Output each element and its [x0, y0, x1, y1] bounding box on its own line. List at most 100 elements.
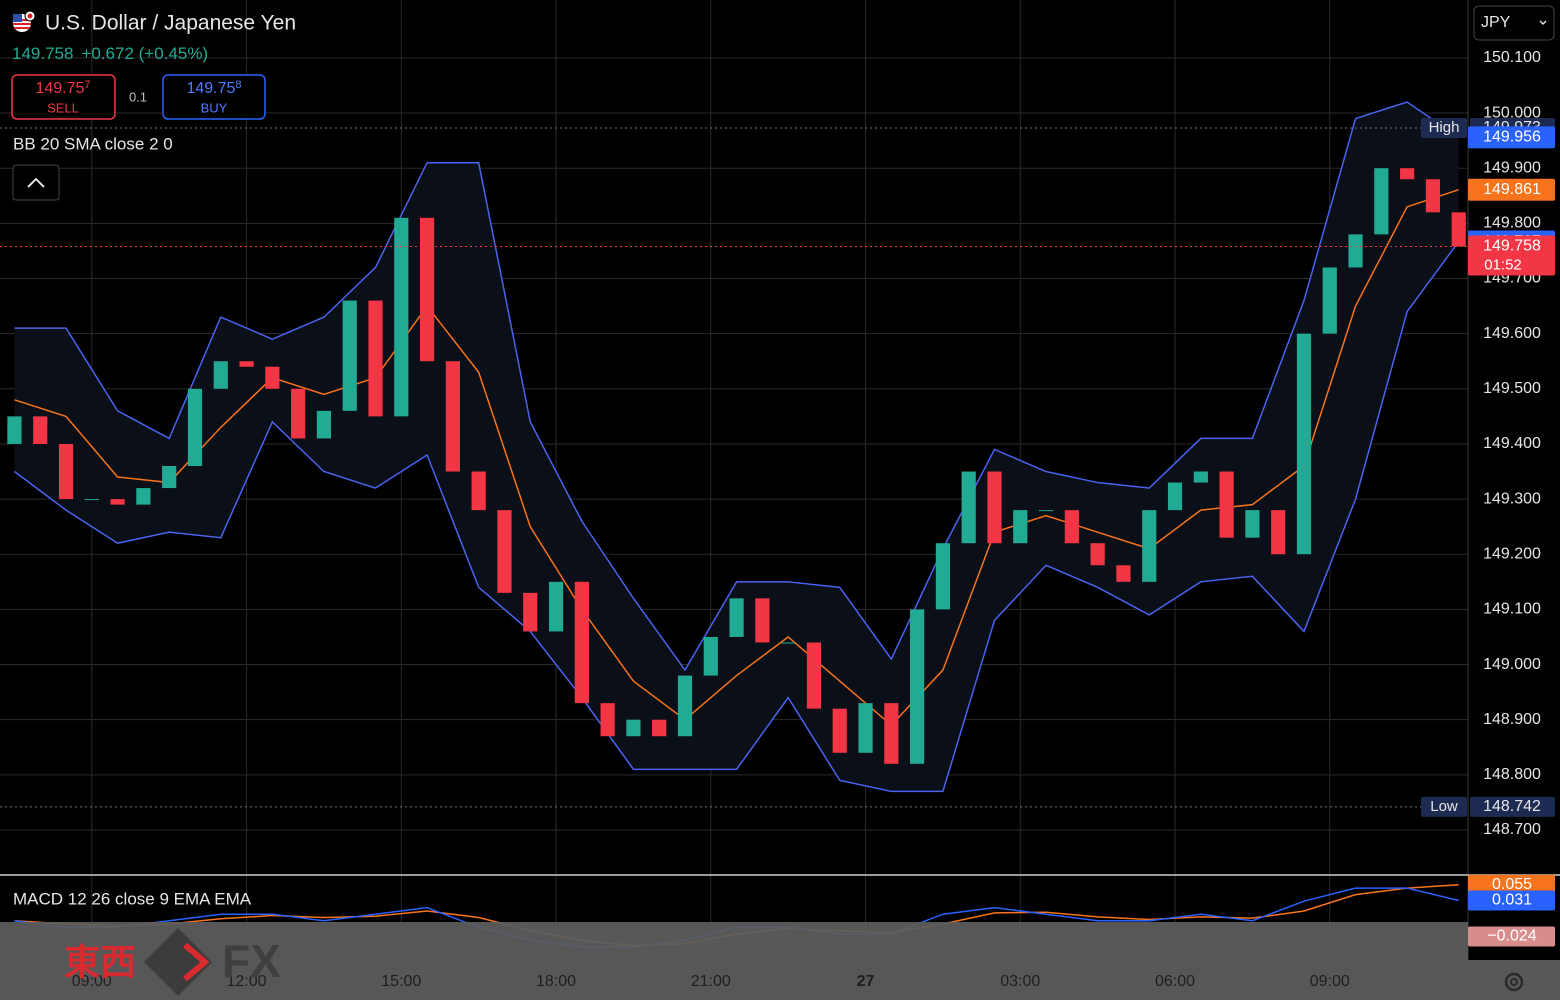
price-label-bg [1468, 235, 1555, 276]
sell-label[interactable]: SELL [47, 100, 79, 115]
candle [961, 471, 976, 544]
candle-body [1013, 510, 1028, 544]
candle [1167, 482, 1183, 511]
high-tag: High [1429, 119, 1460, 136]
candle [858, 703, 873, 753]
y-tick-label: 149.600 [1483, 325, 1541, 342]
y-tick-label: 149.500 [1483, 380, 1541, 397]
bb-indicator-label[interactable]: BB 20 SMA close 2 0 [13, 134, 173, 153]
band-fill [14, 102, 1459, 792]
candle-body [910, 609, 925, 764]
buy-price[interactable]: 149.758 [186, 79, 241, 97]
candle-body [471, 471, 486, 511]
y-tick-label: 149.300 [1483, 490, 1541, 507]
countdown: 01:52 [1484, 256, 1522, 273]
sell-button[interactable] [11, 74, 116, 120]
candle-body [884, 703, 899, 764]
collapse-button[interactable] [12, 164, 60, 201]
candle [1038, 510, 1054, 512]
candle [58, 443, 74, 500]
candle [677, 675, 693, 737]
y-tick-label: 150.100 [1483, 49, 1541, 66]
currency-dropdown[interactable] [1473, 5, 1555, 41]
currency[interactable]: JPY [1481, 14, 1511, 31]
candle-body [652, 719, 667, 737]
x-tick-label: 15:00 [381, 973, 421, 990]
macd-indicator-label[interactable]: MACD 12 26 close 9 EMA EMA [13, 889, 252, 908]
chevron-up [27, 177, 45, 188]
candle-body [677, 675, 693, 737]
candle [600, 703, 615, 737]
candle-body [523, 592, 538, 632]
candle-body [445, 361, 460, 472]
candle [497, 510, 512, 593]
last-price-row: 149.758 +0.672 (+0.45%) [12, 44, 208, 63]
candle-body [368, 300, 383, 417]
candle-body [136, 488, 151, 505]
lot-size[interactable]: 0.1 [129, 89, 147, 104]
candle-body [1090, 543, 1105, 566]
buy-label[interactable]: BUY [201, 100, 228, 115]
x-tick-label: 21:00 [691, 973, 731, 990]
candle [445, 361, 460, 472]
y-tick-label: 148.800 [1483, 766, 1541, 783]
candle [136, 488, 151, 505]
candle [523, 592, 538, 632]
candle-body [213, 361, 228, 389]
symbol-title: U.S. Dollar / Japanese Yen [45, 12, 296, 35]
watermark-fx: FX [222, 935, 281, 987]
candle-body [1245, 510, 1260, 538]
candle-body [1374, 168, 1389, 235]
x-tick-label: 27 [857, 973, 875, 990]
candle [729, 598, 744, 637]
macd-label: 0.055 [1492, 876, 1532, 893]
low-value: 148.742 [1483, 798, 1541, 815]
candle [110, 499, 125, 505]
candle [213, 361, 228, 389]
candle [368, 300, 383, 417]
watermark-arrow [183, 942, 210, 982]
candle [806, 642, 822, 709]
y-tick-label: 148.700 [1483, 821, 1541, 838]
candle [626, 719, 641, 737]
watermark-cjk: 東西 [64, 942, 136, 983]
candle-body [1271, 510, 1286, 555]
candle-body [1400, 168, 1415, 180]
macd-label-bg [1468, 890, 1555, 911]
candle [1013, 510, 1028, 544]
buy-price-digit[interactable]: 8 [235, 79, 241, 91]
macd-label-bg [1468, 874, 1555, 895]
settings-icon[interactable] [1504, 972, 1524, 992]
candle-body [394, 217, 409, 417]
candle [1142, 510, 1157, 582]
low-value-bg [1470, 796, 1555, 817]
candle [755, 598, 770, 643]
candle [1374, 168, 1389, 235]
candle-body [1116, 565, 1131, 582]
candle-body [600, 703, 615, 737]
candle [394, 217, 409, 417]
candle-body [1064, 510, 1079, 544]
candle-body [1348, 234, 1363, 268]
candle [574, 581, 589, 704]
sell-price[interactable]: 149.757 [35, 79, 90, 97]
price-label-bg [1468, 126, 1555, 149]
candle [1090, 543, 1105, 566]
gear[interactable] [1504, 972, 1524, 992]
y-tick-label: 148.900 [1483, 711, 1541, 728]
buy-button[interactable] [162, 74, 266, 120]
sell-price-digit[interactable]: 7 [84, 79, 90, 91]
buy-price-main[interactable]: 149.75 [186, 80, 235, 97]
sell-price-main[interactable]: 149.75 [35, 80, 84, 97]
candle [84, 499, 99, 501]
price-label: 149.956 [1483, 129, 1541, 146]
y-tick-label: 149.900 [1483, 159, 1541, 176]
candle [187, 388, 203, 467]
candle [1193, 471, 1208, 483]
candle [1322, 267, 1337, 334]
price-label: 149.758 [1483, 238, 1541, 255]
band-middle [14, 188, 1459, 727]
candle-body [1167, 482, 1183, 511]
